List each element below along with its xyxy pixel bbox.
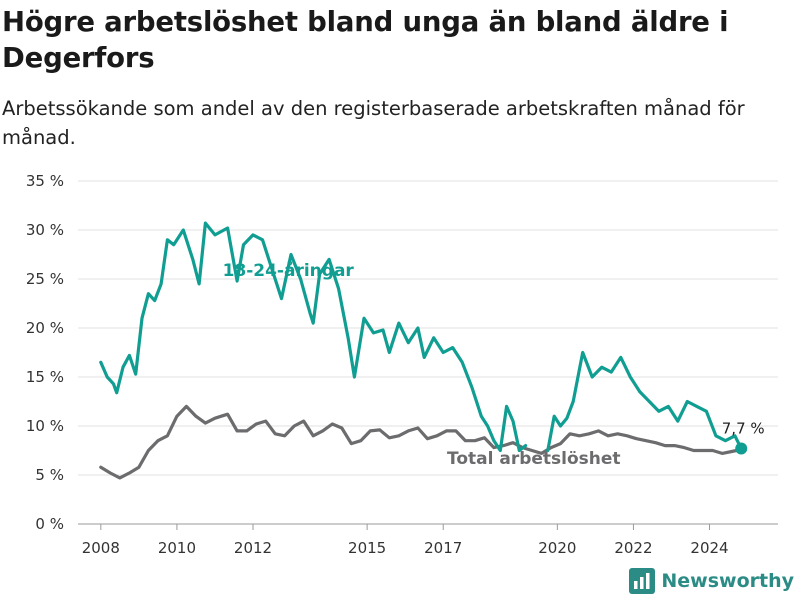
end-value-label: 7,7 %	[722, 420, 765, 438]
y-tick-label: 35 %	[26, 172, 64, 190]
series-label: 18-24-åringar	[223, 259, 355, 281]
x-tick-label: 2022	[614, 539, 652, 557]
brand-name: Newsworthy	[661, 570, 794, 592]
gridlines	[78, 180, 778, 525]
x-tick-label: 2015	[348, 539, 386, 557]
chart-title: Högre arbetslöshet bland unga än bland ä…	[2, 6, 729, 74]
series-labels: 18-24-åringar Total arbetslöshet 7,7 %	[223, 259, 765, 469]
series-lines	[99, 221, 743, 480]
chart-subtitle: Arbetssökande som andel av den registerb…	[2, 97, 745, 149]
x-tick-label: 2010	[158, 539, 196, 557]
y-axis-ticks: 0 % 5 % 10 % 15 % 20 % 25 % 30 % 35 %	[26, 172, 64, 533]
series-line	[99, 221, 743, 453]
x-tick-label: 2012	[234, 539, 272, 557]
x-axis-ticks: 2008 2010 2012 2015 2017 2020 2022 2024	[82, 524, 729, 557]
y-tick-label: 5 %	[35, 466, 64, 484]
y-tick-label: 25 %	[26, 270, 64, 288]
bar-chart-logo-icon	[629, 568, 656, 594]
x-tick-label: 2008	[82, 539, 120, 557]
brand: Newsworthy	[629, 568, 794, 594]
y-tick-label: 15 %	[26, 368, 64, 386]
y-tick-label: 0 %	[35, 515, 64, 533]
end-point-marker	[735, 442, 748, 455]
series-label: Total arbetslöshet	[447, 449, 621, 469]
series-line	[99, 404, 743, 480]
x-tick-label: 2020	[538, 539, 576, 557]
x-tick-label: 2024	[690, 539, 728, 557]
y-tick-label: 10 %	[26, 417, 64, 435]
x-tick-label: 2017	[424, 539, 462, 557]
y-tick-label: 20 %	[26, 319, 64, 337]
y-tick-label: 30 %	[26, 221, 64, 239]
